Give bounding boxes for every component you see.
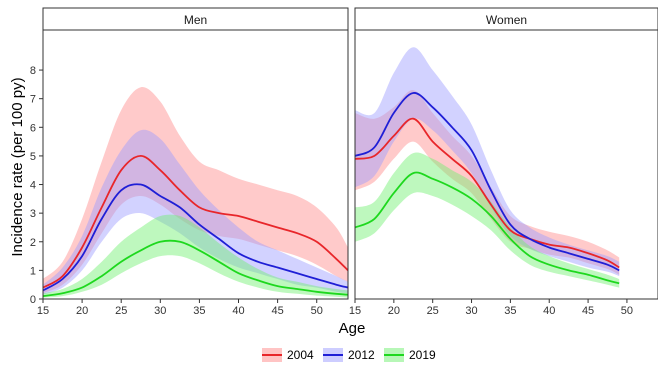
- strip-frame: [42, 7, 349, 31]
- ci-band-2004: [43, 87, 348, 294]
- legend: 2004 2012 2019: [262, 348, 436, 362]
- x-tick-label: 20: [388, 305, 400, 317]
- series-line-2012: [355, 92, 620, 272]
- y-tick-label: 5: [30, 151, 36, 163]
- x-tick-label: 25: [115, 305, 127, 317]
- x-tick-label: 20: [76, 305, 88, 317]
- y-tick-label: 8: [30, 65, 36, 77]
- panel-strip: [355, 8, 658, 30]
- x-tick-label: 35: [193, 305, 205, 317]
- y-axis-title: Incidence rate (per 100 py): [9, 77, 26, 256]
- y-tick-label: 2: [30, 237, 36, 249]
- series-line-2012: [43, 183, 348, 292]
- legend-item-2019: 2019: [384, 348, 436, 362]
- y-tick-label: 3: [30, 208, 36, 220]
- legend-item-2012: 2012: [323, 348, 375, 362]
- legend-label: 2004: [287, 348, 314, 362]
- y-tick-label: 7: [30, 94, 36, 106]
- x-tick-label: 35: [504, 305, 516, 317]
- series-line-2019: [355, 171, 620, 285]
- panel-data: [355, 47, 620, 288]
- legend-label: 2012: [348, 348, 375, 362]
- y-tick-label: 4: [30, 180, 36, 192]
- x-tick-label: 40: [232, 305, 244, 317]
- x-tick-label: 30: [154, 305, 166, 317]
- ci-band-2019: [43, 214, 348, 298]
- x-tick-label: 40: [543, 305, 555, 317]
- strip-frame: [354, 7, 658, 31]
- x-tick-label: 15: [37, 305, 49, 317]
- y-tick-label: 0: [30, 294, 36, 306]
- x-tick-label: 50: [311, 305, 323, 317]
- legend-label: 2019: [409, 348, 436, 362]
- series-line-2004: [43, 154, 348, 289]
- x-tick-label: 30: [465, 305, 477, 317]
- x-tick-label: 45: [271, 305, 283, 317]
- x-tick-label: 15: [349, 305, 361, 317]
- panel-women: Women 15 20 25 30 35 40 45 50: [349, 7, 658, 317]
- y-tick-label: 1: [30, 265, 36, 277]
- y-tick-label: 6: [30, 122, 36, 134]
- ci-band-2019: [355, 152, 620, 288]
- x-tick-label: 45: [582, 305, 594, 317]
- x-tick-label: 50: [621, 305, 633, 317]
- panel-strip: [43, 8, 348, 30]
- panel-data: [43, 87, 348, 298]
- series-line-2004: [355, 117, 620, 269]
- x-axis-title: Age: [339, 320, 366, 337]
- panel-title: Women: [486, 13, 527, 27]
- ci-band-2012: [355, 47, 620, 277]
- ci-band-2012: [43, 129, 348, 295]
- series-line-2019: [43, 239, 348, 297]
- legend-item-2004: 2004: [262, 348, 314, 362]
- x-tick-label: 25: [427, 305, 439, 317]
- panel-title: Men: [184, 13, 207, 27]
